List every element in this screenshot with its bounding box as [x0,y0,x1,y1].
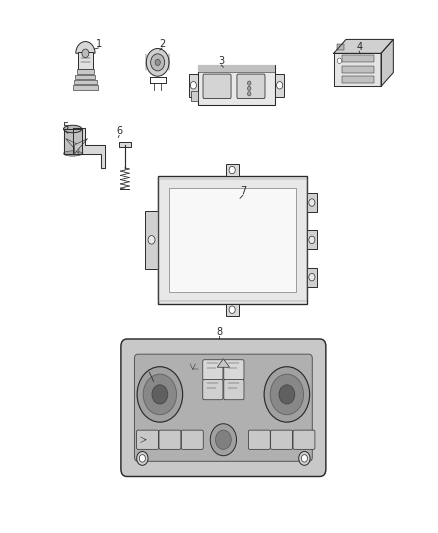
Polygon shape [64,129,82,154]
Circle shape [247,92,251,96]
Ellipse shape [64,151,82,156]
FancyBboxPatch shape [248,430,270,449]
Circle shape [215,430,231,449]
Wedge shape [76,42,95,53]
Text: 1: 1 [95,39,102,49]
Circle shape [309,273,315,281]
Text: 6: 6 [116,126,122,136]
Circle shape [137,451,148,465]
Circle shape [247,81,251,85]
FancyBboxPatch shape [134,354,312,462]
FancyBboxPatch shape [159,430,181,449]
Polygon shape [73,128,105,168]
Polygon shape [217,359,230,367]
FancyBboxPatch shape [137,430,159,449]
Circle shape [277,82,283,89]
Circle shape [279,385,295,404]
Bar [307,230,317,249]
Polygon shape [334,53,381,86]
Text: 7: 7 [240,186,246,196]
Circle shape [148,236,155,244]
Ellipse shape [64,125,82,133]
Text: 5: 5 [62,122,68,132]
Text: 2: 2 [159,39,165,49]
Bar [188,74,198,97]
Circle shape [210,424,237,456]
Circle shape [270,374,304,415]
Bar [75,75,95,79]
FancyBboxPatch shape [271,430,293,449]
FancyBboxPatch shape [203,379,223,400]
Circle shape [146,49,169,76]
Bar [198,66,275,72]
Bar [169,188,296,292]
Text: 3: 3 [218,56,224,66]
Bar [78,52,93,69]
Bar [158,176,307,304]
Circle shape [309,199,315,206]
Bar [275,74,285,97]
Bar [307,193,317,212]
Circle shape [151,54,165,71]
FancyBboxPatch shape [203,360,223,380]
Polygon shape [74,139,88,154]
Circle shape [190,82,196,89]
FancyBboxPatch shape [203,74,231,99]
Bar [342,76,374,83]
Bar [342,66,374,73]
Circle shape [299,451,310,465]
Circle shape [229,166,235,174]
Circle shape [309,236,315,244]
Bar [226,164,239,176]
Polygon shape [381,39,393,86]
FancyBboxPatch shape [181,430,203,449]
FancyBboxPatch shape [224,379,244,400]
Circle shape [139,455,145,462]
Circle shape [264,367,310,422]
FancyBboxPatch shape [121,339,326,477]
Circle shape [82,49,89,58]
Circle shape [247,86,251,91]
FancyBboxPatch shape [237,74,265,99]
Polygon shape [66,139,79,154]
Text: 4: 4 [356,42,362,52]
Circle shape [301,455,307,462]
Bar [73,85,98,90]
Bar [337,44,344,50]
Circle shape [143,374,177,415]
Circle shape [152,385,168,404]
FancyBboxPatch shape [224,360,244,380]
Bar [119,142,131,147]
Bar [74,80,97,84]
Bar [226,304,239,316]
Bar [307,268,317,287]
Bar [77,69,94,74]
Bar [191,91,198,101]
Bar [145,211,158,269]
FancyBboxPatch shape [198,66,275,106]
Circle shape [137,367,183,422]
Circle shape [229,306,235,313]
Circle shape [155,59,160,66]
Circle shape [337,58,342,63]
FancyBboxPatch shape [293,430,315,449]
Polygon shape [334,39,393,53]
Bar [342,55,374,62]
Text: 8: 8 [216,327,222,336]
